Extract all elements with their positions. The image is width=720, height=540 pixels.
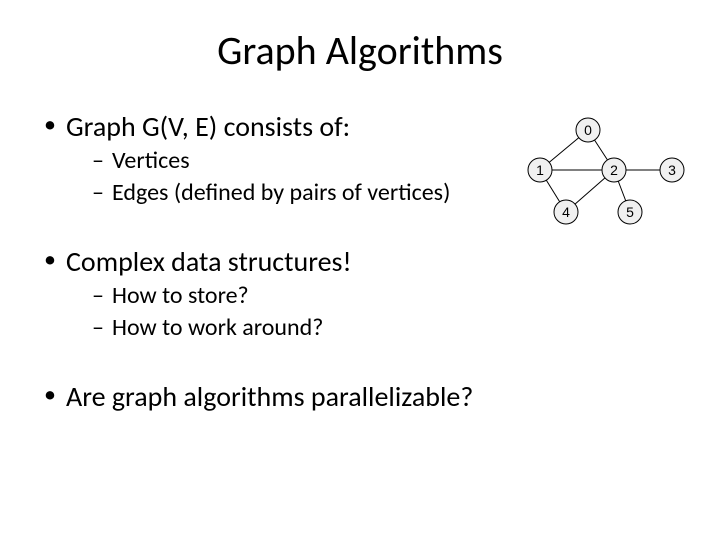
sub-item: How to work around?	[92, 313, 680, 343]
graph-diagram: 0 1 2 3 4 5	[502, 112, 692, 232]
graph-node-label: 1	[536, 162, 544, 178]
bullet-text: Complex data structures!	[66, 244, 352, 279]
sub-list-2: How to store? How to work around?	[66, 281, 680, 343]
sub-item: How to store?	[92, 281, 680, 311]
spacer	[40, 361, 680, 379]
bullet-item-2: Complex data structures! How to store? H…	[40, 244, 680, 343]
graph-node-label: 3	[668, 162, 676, 178]
graph-node-label: 0	[584, 122, 592, 138]
bullet-text: Are graph algorithms parallelizable?	[66, 379, 473, 414]
graph-node-label: 2	[610, 162, 618, 178]
slide: Graph Algorithms Graph G(V, E) consists …	[0, 0, 720, 540]
bullet-text: Graph G(V, E) consists of:	[66, 109, 350, 144]
graph-node-label: 5	[626, 204, 634, 220]
bullet-item-3: Are graph algorithms parallelizable?	[40, 379, 680, 414]
slide-title: Graph Algorithms	[40, 26, 680, 75]
graph-node-label: 4	[562, 204, 570, 220]
